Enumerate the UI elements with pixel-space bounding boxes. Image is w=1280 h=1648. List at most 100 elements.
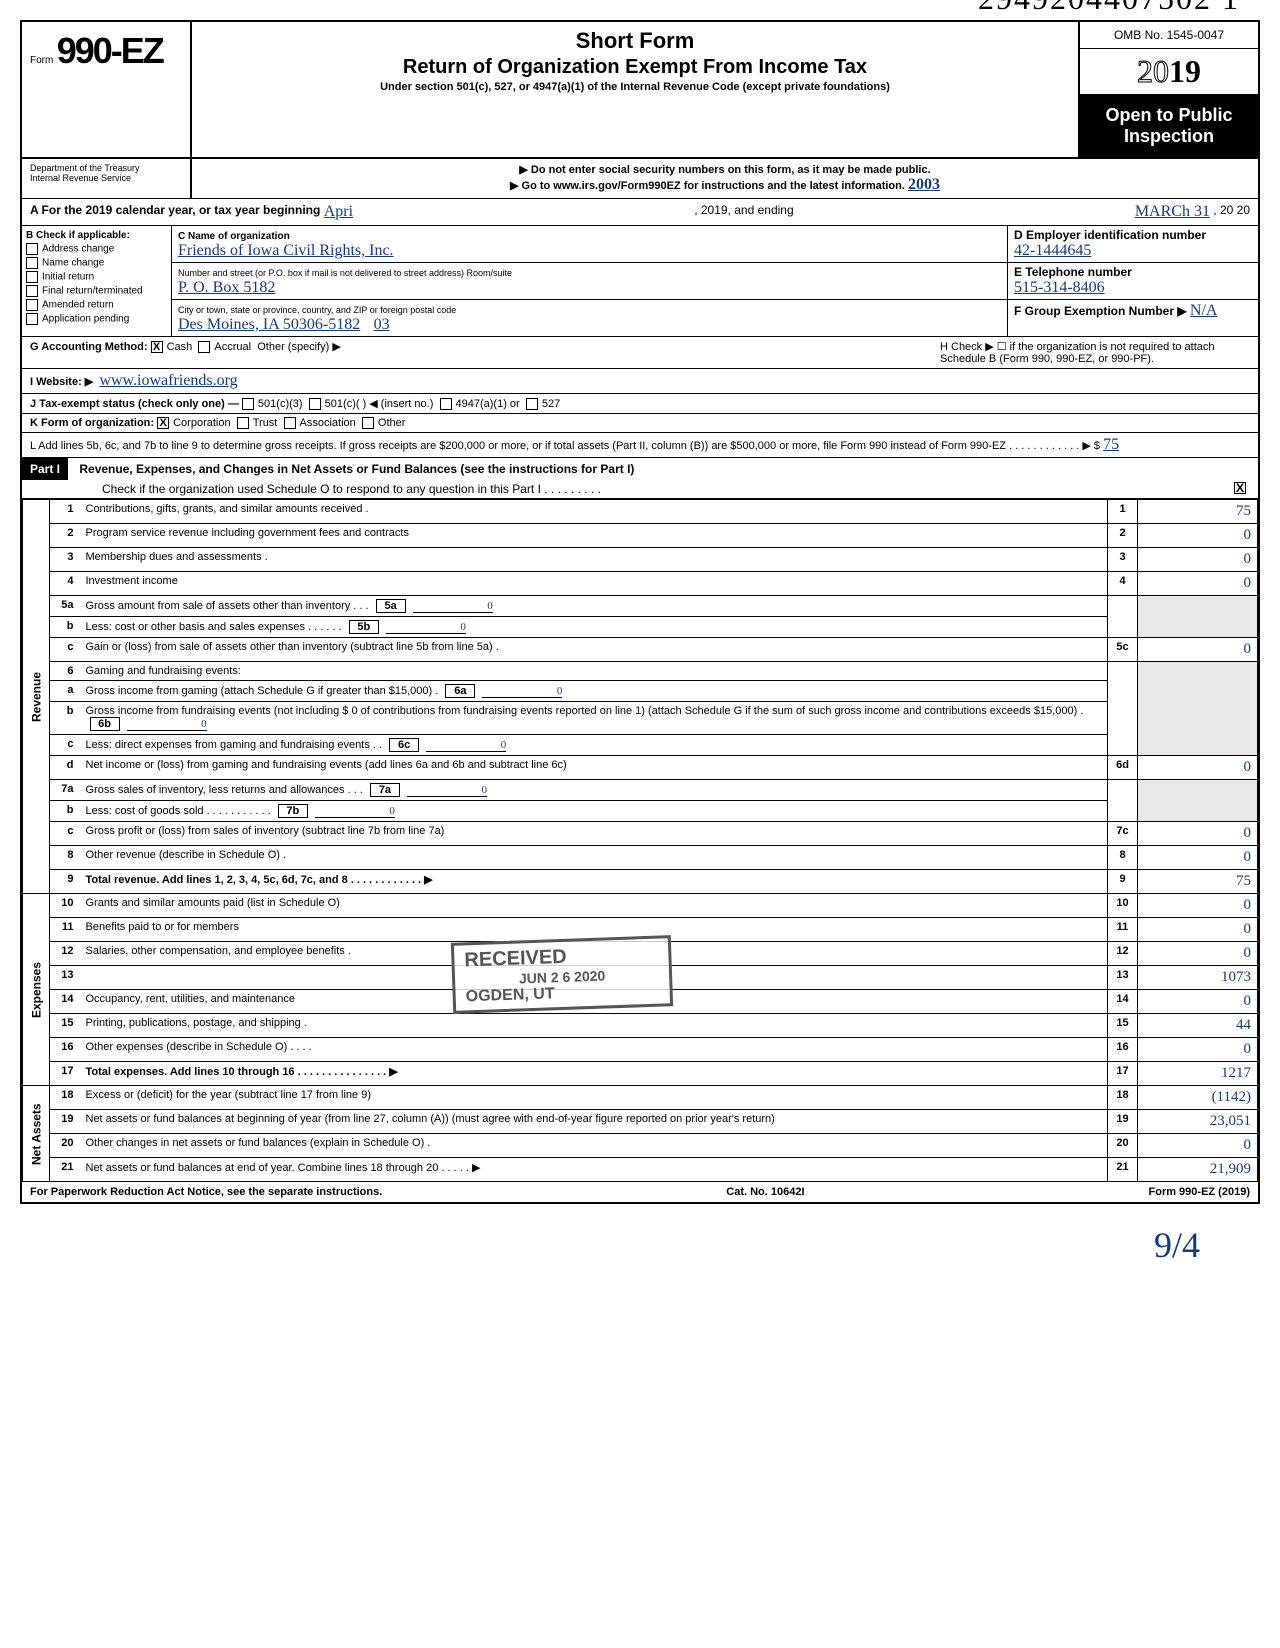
line5c-desc: Gain or (loss) from sale of assets other… [80, 638, 1108, 662]
side-revenue: Revenue [23, 500, 50, 894]
instructions-block: ▶ Do not enter social security numbers o… [192, 159, 1258, 198]
line20-desc: Other changes in net assets or fund bala… [80, 1134, 1108, 1158]
dept-row: Department of the Treasury Internal Reve… [22, 159, 1258, 199]
col-c-org-info: C Name of organization Friends of Iowa C… [172, 226, 1008, 336]
line2-desc: Program service revenue including govern… [80, 524, 1108, 548]
line21-amt: 21,909 [1138, 1158, 1258, 1182]
line18-num: 18 [50, 1086, 80, 1110]
chk-cash[interactable]: X [151, 341, 163, 353]
line6-shade-amt [1138, 662, 1258, 756]
line19-amt: 23,051 [1138, 1110, 1258, 1134]
lbl-trust: Trust [253, 417, 278, 429]
line6b-desc: Gross income from fundraising events (no… [80, 702, 1108, 735]
row-l-value: 75 [1103, 436, 1119, 453]
tax-year: 20201919 [1080, 49, 1258, 95]
chk-501c[interactable] [309, 398, 321, 410]
lbl-501c: 501(c)( ) ◀ (insert no.) [325, 398, 434, 410]
line6b-num: b [50, 702, 80, 735]
line19-num: 19 [50, 1110, 80, 1134]
chk-527[interactable] [526, 398, 538, 410]
line6-desc: Gaming and fundraising events: [80, 662, 1108, 681]
line7a-desc: Gross sales of inventory, less returns a… [80, 780, 1108, 801]
line15-desc: Printing, publications, postage, and shi… [80, 1014, 1108, 1038]
lbl-initial-return: Initial return [42, 272, 94, 283]
col-b-checkboxes: B Check if applicable: Address change Na… [22, 226, 172, 336]
row-h: H Check ▶ ☐ if the organization is not r… [940, 340, 1250, 365]
line6c-ibox: 6c [389, 738, 419, 752]
chk-corporation[interactable]: X [157, 417, 169, 429]
part1-checkline: Check if the organization used Schedule … [102, 482, 601, 496]
chk-501c3[interactable] [242, 398, 254, 410]
line11-box: 11 [1108, 918, 1138, 942]
line7c-amt: 0 [1138, 822, 1258, 846]
line5a-num: 5a [50, 596, 80, 617]
line19-box: 19 [1108, 1110, 1138, 1134]
chk-accrual[interactable] [198, 341, 210, 353]
line6d-desc: Net income or (loss) from gaming and fun… [80, 756, 1108, 780]
line5c-box: 5c [1108, 638, 1138, 662]
part1-label: Part I [22, 458, 68, 480]
chk-4947[interactable] [440, 398, 452, 410]
line2-amt: 0 [1138, 524, 1258, 548]
org-city-suffix: 03 [374, 316, 390, 333]
lbl-amended-return: Amended return [42, 300, 114, 311]
chk-application-pending[interactable] [26, 313, 38, 325]
line3-desc: Membership dues and assessments . [80, 548, 1108, 572]
line7b-num: b [50, 801, 80, 822]
dept-treasury: Department of the Treasury Internal Reve… [22, 159, 192, 198]
subtitle: Under section 501(c), 527, or 4947(a)(1)… [200, 81, 1070, 93]
line7c-desc: Gross profit or (loss) from sales of inv… [80, 822, 1108, 846]
line6c-desc: Less: direct expenses from gaming and fu… [80, 735, 1108, 756]
line5b-num: b [50, 617, 80, 638]
line13-amt: 1073 [1138, 966, 1258, 990]
line7b-ibox: 7b [278, 804, 308, 818]
serial-number: 2949204407502 1 [978, 0, 1240, 17]
form-990ez: Form 990-EZ Short Form Return of Organiz… [20, 20, 1260, 1204]
lbl-accrual: Accrual [214, 341, 251, 353]
line9-amt: 75 [1138, 870, 1258, 894]
line6d-box: 6d [1108, 756, 1138, 780]
row-a-tax-year: A For the 2019 calendar year, or tax yea… [22, 199, 1258, 226]
chk-final-return[interactable] [26, 285, 38, 297]
line10-num: 10 [50, 894, 80, 918]
line2-num: 2 [50, 524, 80, 548]
line6b-iamt: 0 [127, 718, 207, 731]
line5b-desc: Less: cost or other basis and sales expe… [80, 617, 1108, 638]
row-a-mid: , 2019, and ending [353, 203, 1135, 221]
chk-trust[interactable] [237, 417, 249, 429]
line7a-num: 7a [50, 780, 80, 801]
part1-title: Revenue, Expenses, and Changes in Net As… [71, 458, 642, 480]
line15-num: 15 [50, 1014, 80, 1038]
line6d-amt: 0 [1138, 756, 1258, 780]
line18-amt: (1142) [1138, 1086, 1258, 1110]
org-city: Des Moines, IA 50306-5182 [178, 316, 360, 333]
row-k-form-org: K Form of organization: XCorporation Tru… [22, 414, 1258, 433]
end-month: MARCh 31 [1135, 203, 1210, 221]
name-label: C Name of organization [178, 231, 290, 242]
row-a-label: A For the 2019 calendar year, or tax yea… [30, 203, 320, 221]
line7-shade-amt [1138, 780, 1258, 822]
line15-amt: 44 [1138, 1014, 1258, 1038]
chk-amended-return[interactable] [26, 299, 38, 311]
chk-initial-return[interactable] [26, 271, 38, 283]
line6d-num: d [50, 756, 80, 780]
line7b-iamt: 0 [315, 805, 395, 818]
chk-schedule-o[interactable]: X [1234, 482, 1246, 494]
line16-desc: Other expenses (describe in Schedule O) … [80, 1038, 1108, 1062]
line16-num: 16 [50, 1038, 80, 1062]
side-net-assets: Net Assets [23, 1086, 50, 1182]
lines-table: Revenue 1 Contributions, gifts, grants, … [22, 499, 1258, 1182]
chk-association[interactable] [284, 417, 296, 429]
lbl-final-return: Final return/terminated [42, 286, 143, 297]
warn-ssn: ▶ Do not enter social security numbers o… [200, 163, 1250, 176]
line18-box: 18 [1108, 1086, 1138, 1110]
line14-num: 14 [50, 990, 80, 1014]
received-stamp: RECEIVED JUN 2 6 2020 OGDEN, UT [451, 935, 673, 1014]
lbl-501c3: 501(c)(3) [258, 398, 303, 410]
chk-name-change[interactable] [26, 257, 38, 269]
chk-address-change[interactable] [26, 243, 38, 255]
line4-box: 4 [1108, 572, 1138, 596]
chk-other-org[interactable] [362, 417, 374, 429]
line3-box: 3 [1108, 548, 1138, 572]
section-bcdef: B Check if applicable: Address change Na… [22, 226, 1258, 337]
